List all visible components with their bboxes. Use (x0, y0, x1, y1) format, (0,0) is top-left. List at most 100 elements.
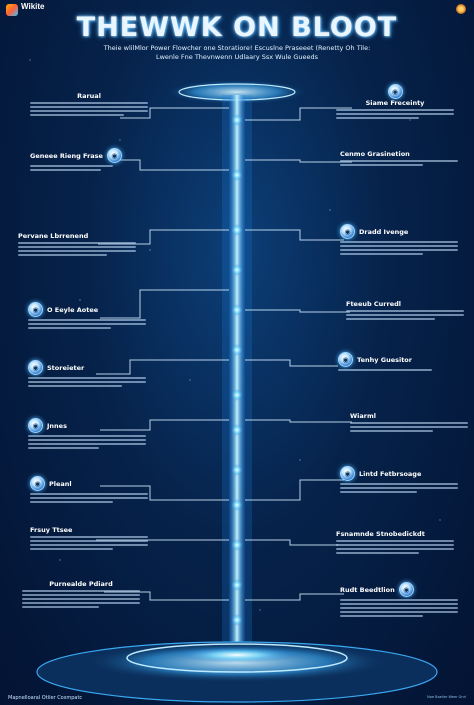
node-text (340, 483, 458, 493)
pedestal-ring (126, 643, 348, 673)
node-icon: ◉ (28, 360, 43, 375)
beam-orb-3 (231, 224, 243, 236)
footer-right-text: Noe Baeiler Weer Gnrl (427, 695, 466, 699)
logo-mark-icon (6, 3, 18, 16)
node-left-4: ◉ O Eeyle Aotee (28, 302, 146, 331)
connector-left-2 (112, 159, 229, 171)
node-title: Jnnes (47, 421, 67, 430)
node-right-9: Rudt Beedtlion ◉ (340, 582, 458, 619)
node-icon: ◉ (398, 582, 414, 597)
node-title: Siame Freceinty (365, 99, 425, 107)
node-title: Wiarml (350, 412, 376, 420)
logo-text: Wikite (21, 2, 45, 11)
node-title: Cenmo Grasinetion (340, 150, 410, 158)
node-right-3: ◉ Dradd Ivenge (340, 224, 458, 257)
node-right-7: ◉ Lintd Fetbrsoage (340, 466, 458, 495)
node-text (18, 242, 136, 256)
connector-lines (96, 107, 352, 601)
node-text (28, 319, 146, 329)
node-right-6: Wiarml (350, 412, 468, 434)
node-left-3: Pervane Lbrrenend (18, 232, 136, 258)
node-icon: ◉ (340, 466, 355, 481)
node-text (340, 241, 458, 255)
node-left-2: Geneee Rieng Frase ◉ (30, 148, 148, 173)
connector-right-1 (245, 107, 352, 121)
node-title: Pervane Lbrrenend (18, 232, 89, 240)
connector-left-1 (120, 107, 229, 119)
node-title: Storeieter (47, 363, 85, 372)
beam-orb-7 (231, 389, 243, 401)
beam-orb-12 (231, 579, 243, 591)
node-title: Purnealde Pdiard (49, 580, 113, 588)
connector-left-5 (96, 359, 229, 375)
node-title: Fteeub Curredl (346, 300, 402, 308)
beam-orb-2 (231, 169, 243, 181)
connector-right-2 (245, 159, 352, 163)
node-icon: ◉ (387, 84, 403, 99)
node-title: Tenhy Guesitor (357, 355, 412, 364)
beam-orb-6 (231, 344, 243, 356)
node-left-1: Rarual (30, 92, 148, 118)
beam-orb-5 (231, 304, 243, 316)
node-right-1: ◉ Siame Freceinty (336, 84, 454, 121)
node-title: Geneee Rieng Frase (30, 151, 103, 160)
node-text (28, 377, 146, 387)
connector-left-6 (100, 419, 229, 431)
node-title: Dradd Ivenge (359, 227, 409, 236)
badge-icon (456, 4, 466, 14)
central-beam (229, 95, 245, 655)
footer-left-text: Mapnelloaral Otiler Cosmpatc (8, 695, 83, 701)
node-title: Rudt Beedtlion (340, 585, 395, 594)
node-right-2: Cenmo Grasinetion (340, 150, 458, 168)
connector-right-8 (245, 539, 338, 546)
node-left-6: ◉ Jnnes (28, 418, 146, 451)
node-text (22, 590, 140, 608)
node-title: Fsnamnde Stnobedickdt (336, 530, 425, 538)
connector-right-5 (245, 359, 338, 367)
beam-orb-9 (231, 464, 243, 476)
node-text (350, 422, 468, 432)
connector-right-3 (245, 229, 344, 241)
node-right-8: Fsnamnde Stnobedickdt (336, 530, 454, 556)
node-icon: ◉ (28, 302, 43, 317)
node-left-8: Frsuy Ttsee (30, 526, 148, 552)
node-left-9: Purnealde Pdiard (22, 580, 140, 610)
node-title: O Eeyle Aotee (47, 305, 99, 314)
connector-right-6 (245, 419, 352, 423)
connector-left-9 (104, 591, 229, 601)
node-text (340, 599, 458, 617)
beam-orb-8 (231, 424, 243, 436)
page-title: THEWWK ON BLOOT (76, 12, 398, 43)
node-text (338, 369, 456, 371)
connector-right-4 (245, 309, 350, 313)
node-text (30, 165, 148, 171)
connector-left-4 (100, 289, 229, 319)
node-text (30, 102, 148, 116)
node-text (30, 493, 148, 503)
node-icon: ◉ (28, 418, 43, 433)
beam-orb-10 (231, 499, 243, 511)
connector-left-3 (98, 229, 229, 245)
node-icon: ◉ (30, 476, 45, 491)
connector-left-7 (100, 485, 229, 501)
node-text (30, 536, 148, 550)
node-right-5: ◉ Tenhy Guesitor (338, 352, 456, 373)
subtitle-line-1: Theie wlilMlor Power Flowcher one Storat… (103, 44, 371, 52)
node-icon: ◉ (340, 224, 355, 239)
node-title: Frsuy Ttsee (30, 526, 73, 534)
node-title: Pleanl (49, 479, 72, 488)
subtitle-line-2: Lwenle Fne Thevnwenn Udlaary Ssx Wule Gu… (155, 53, 319, 61)
connector-right-9 (245, 593, 344, 601)
connector-right-7 (245, 479, 344, 501)
node-title: Lintd Fetbrsoage (359, 469, 422, 478)
pedestal-core (177, 647, 297, 663)
beam-orbs (231, 114, 243, 626)
node-icon: ◉ (106, 148, 122, 163)
beam-orb-4 (231, 264, 243, 276)
node-text (346, 310, 464, 320)
node-left-7: ◉ Pleanl (30, 476, 148, 505)
node-left-5: ◉ Storeieter (28, 360, 146, 389)
node-text (336, 109, 454, 119)
beam-orb-11 (231, 539, 243, 551)
